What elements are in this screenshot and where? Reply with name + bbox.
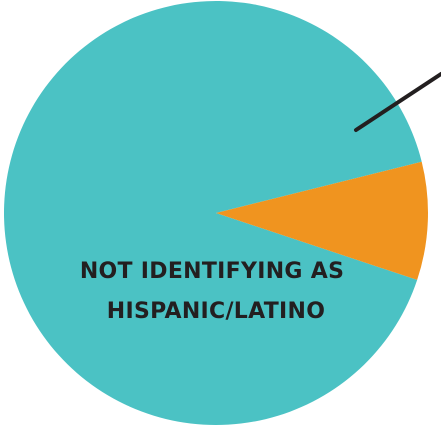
slice-label-line-2: HISPANIC/LATINO [107,299,326,324]
pie-slice-not-hispanic [4,0,422,425]
slice-leader-line [354,72,441,132]
pie-slices [4,0,429,425]
slice-label-not-hispanic: NOT IDENTIFYING AS HISPANIC/LATINO [80,259,352,324]
slice-label-line-1: NOT IDENTIFYING AS [80,259,344,284]
pie-slice-hispanic [216,161,429,280]
